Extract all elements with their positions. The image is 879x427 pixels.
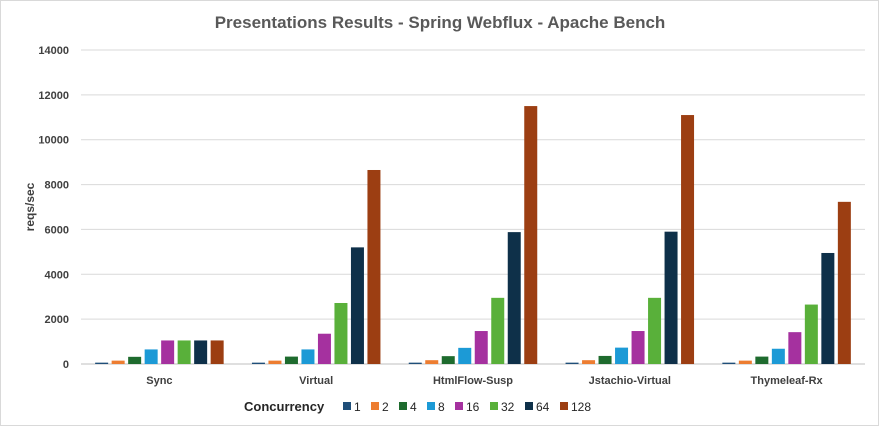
chart-title: Presentations Results - Spring Webflux -… [215, 13, 666, 32]
legend-swatch [343, 402, 351, 410]
legend-swatch [399, 402, 407, 410]
legend-swatch [371, 402, 379, 410]
bar-sync-4 [128, 356, 142, 364]
legend-items: 1 2 4 8 16 32 64 128 [343, 400, 591, 414]
bar-jstachio-virtual-128 [681, 115, 695, 365]
x-tick-label: HtmlFlow-Susp [433, 375, 513, 387]
y-tick-label: 14000 [38, 45, 69, 57]
bar-sync-8 [144, 349, 158, 364]
legend-swatch [525, 402, 533, 410]
bar-sync-16 [161, 340, 175, 364]
y-tick-label: 10000 [38, 135, 69, 147]
bar-virtual-16 [317, 333, 331, 364]
bar-htmlflow-susp-16 [474, 331, 488, 364]
legend-label: 32 [501, 400, 515, 414]
bar-jstachio-virtual-32 [648, 297, 662, 364]
bar-sync-64 [194, 340, 208, 364]
legend-swatch [427, 402, 435, 410]
bar-jstachio-virtual-1 [565, 362, 579, 364]
bar-thymeleaf-rx-8 [771, 348, 785, 364]
bars [95, 106, 851, 365]
bar-virtual-8 [301, 349, 315, 364]
x-tick-label: Thymeleaf-Rx [751, 375, 824, 387]
bar-thymeleaf-rx-128 [837, 201, 851, 364]
bar-sync-128 [210, 340, 224, 364]
bar-jstachio-virtual-4 [598, 355, 612, 364]
bar-htmlflow-susp-32 [491, 297, 505, 364]
legend-label: 1 [354, 400, 361, 414]
bar-thymeleaf-rx-4 [755, 356, 769, 364]
legend-label: 4 [410, 400, 417, 414]
bar-thymeleaf-rx-2 [738, 360, 752, 364]
bar-htmlflow-susp-64 [507, 232, 521, 364]
bar-jstachio-virtual-16 [631, 331, 645, 364]
legend-label: 64 [536, 400, 550, 414]
bar-htmlflow-susp-4 [441, 356, 455, 364]
legend-label: 8 [438, 400, 445, 414]
y-tick-label: 0 [63, 359, 69, 371]
legend-label: 16 [466, 400, 480, 414]
bar-thymeleaf-rx-64 [821, 252, 835, 364]
bar-htmlflow-susp-128 [524, 106, 538, 365]
bar-thymeleaf-rx-1 [722, 362, 736, 364]
gridlines [81, 49, 865, 365]
bar-virtual-4 [284, 356, 298, 364]
bar-virtual-1 [251, 362, 265, 364]
legend-label: 128 [571, 400, 591, 414]
bar-sync-1 [95, 362, 109, 364]
x-tick-labels: Sync Virtual HtmlFlow-Susp Jstachio-Virtual… [146, 375, 823, 387]
bar-htmlflow-susp-2 [425, 360, 439, 364]
y-tick-label: 8000 [45, 180, 69, 192]
bar-jstachio-virtual-64 [664, 231, 678, 364]
y-axis-label: reqs/sec [23, 182, 37, 231]
bar-htmlflow-susp-8 [458, 347, 472, 364]
legend-swatch [560, 402, 568, 410]
legend-swatch [455, 402, 463, 410]
y-tick-label: 4000 [45, 269, 69, 281]
x-tick-label: Jstachio-Virtual [589, 375, 671, 387]
x-tick-label: Virtual [299, 375, 333, 387]
bar-virtual-64 [350, 247, 364, 364]
x-tick-label: Sync [146, 375, 172, 387]
legend-swatch [490, 402, 498, 410]
legend-label: 2 [382, 400, 389, 414]
bar-jstachio-virtual-8 [615, 347, 629, 364]
bar-htmlflow-susp-1 [408, 362, 422, 364]
legend-title: Concurrency [244, 399, 325, 414]
bar-sync-2 [111, 360, 125, 364]
legend: Concurrency 1 2 4 8 16 32 64 128 [244, 399, 591, 414]
bar-thymeleaf-rx-16 [788, 332, 802, 364]
bar-sync-32 [177, 340, 191, 364]
bar-virtual-32 [334, 302, 348, 364]
bar-jstachio-virtual-2 [582, 360, 596, 364]
bar-virtual-128 [367, 169, 381, 364]
y-tick-label: 12000 [38, 90, 69, 102]
y-tick-label: 2000 [45, 314, 69, 326]
y-tick-labels: 0 2000 4000 6000 8000 10000 12000 14000 [38, 45, 69, 371]
bar-thymeleaf-rx-32 [804, 304, 818, 364]
y-tick-label: 6000 [45, 224, 69, 236]
bar-virtual-2 [268, 360, 282, 364]
